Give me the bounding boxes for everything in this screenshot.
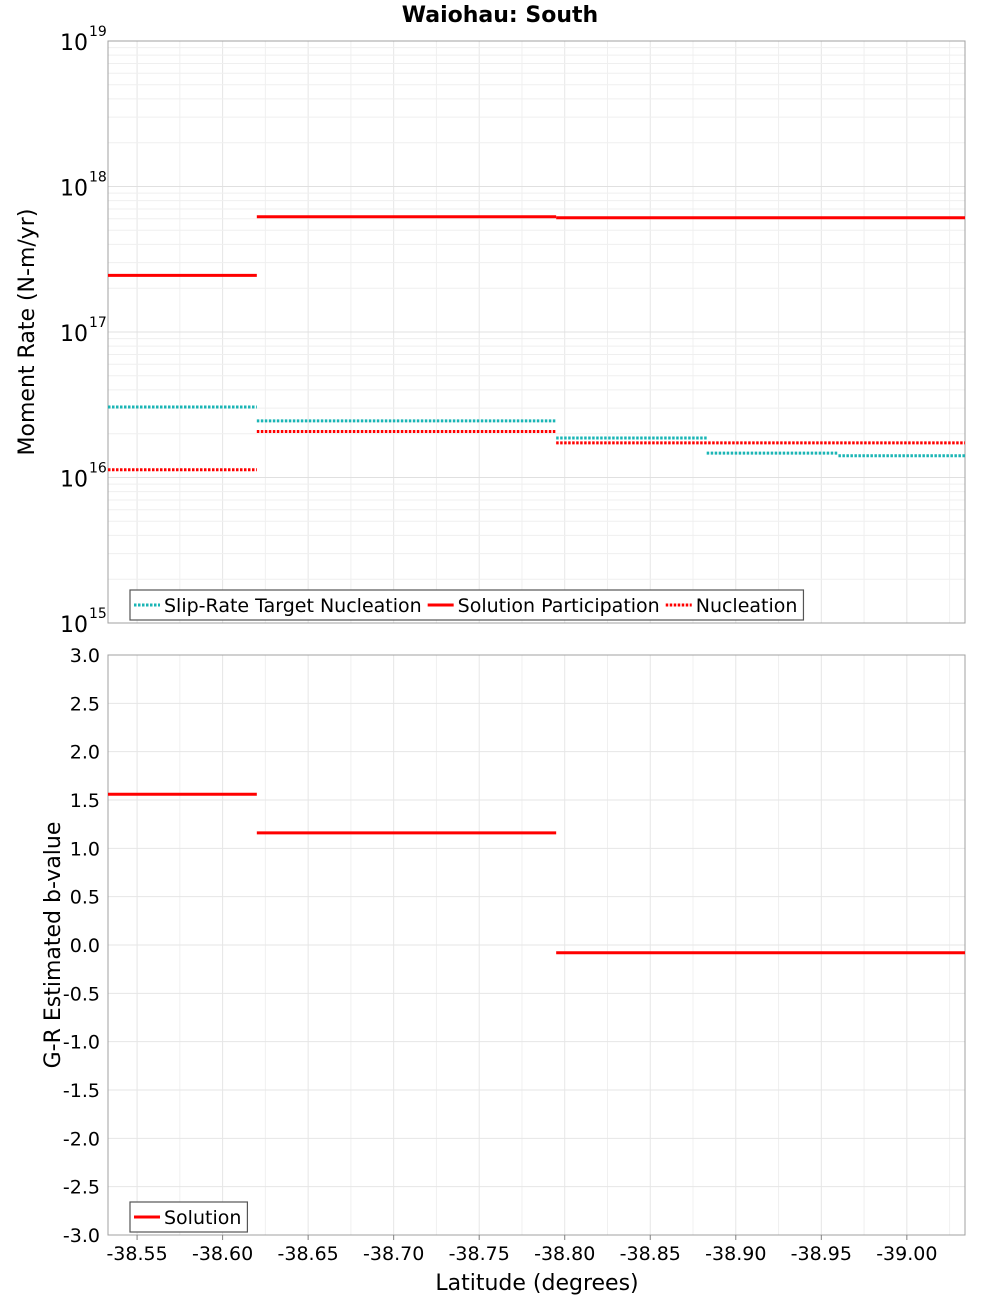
plot-frame xyxy=(107,654,966,1236)
y-tick-label: -1.5 xyxy=(63,1080,100,1102)
y-tick-label: 1.0 xyxy=(70,838,100,860)
y-tick-labels: 3.0 2.5 2.0 1.5 1.0 0.5 0.0 -0.5 -1.0 -1.5 -2.0 -2.… xyxy=(63,645,100,1247)
y-tick-label-exponent: 16 xyxy=(89,461,107,477)
grid xyxy=(108,654,965,1236)
series-solution-participation xyxy=(108,215,965,277)
panel-b-value: 3.0 2.5 2.0 1.5 1.0 0.5 0.0 -0.5 -1.0 -1.5 -2.0 -2.… xyxy=(41,645,966,1247)
y-tick-label-exponent: 15 xyxy=(89,606,107,622)
y-tick-label-exponent: 18 xyxy=(89,170,107,186)
y-tick-label-base: 10 xyxy=(60,31,88,56)
y-tick-label: -3.0 xyxy=(63,1225,100,1247)
y-tick-label: -2.0 xyxy=(63,1128,100,1150)
y-tick-label-base: 10 xyxy=(60,322,88,347)
x-axis-label: Latitude (degrees) xyxy=(435,1271,638,1296)
y-tick-label: -2.5 xyxy=(63,1177,100,1199)
x-tick-label: -38.75 xyxy=(449,1243,510,1265)
series-slip-rate-target-nucleation xyxy=(108,405,965,458)
chart-title: Waiohau: South xyxy=(402,3,598,28)
x-tick-label: -38.90 xyxy=(705,1243,766,1265)
plot-frame xyxy=(107,40,966,624)
x-tick-label: -38.65 xyxy=(278,1243,339,1265)
x-tick-label: -38.95 xyxy=(791,1243,852,1265)
y-tick-label: 2.5 xyxy=(70,693,100,715)
y-tick-label: 3.0 xyxy=(70,645,100,667)
x-tick-label: -39.00 xyxy=(876,1243,937,1265)
x-tick-label: -38.60 xyxy=(192,1243,253,1265)
y-tick-label-base: 10 xyxy=(60,613,88,638)
legend-label: Solution Participation xyxy=(458,595,660,617)
y-tick-label-exponent: 19 xyxy=(89,24,107,40)
x-tick-label: -38.55 xyxy=(106,1243,167,1265)
x-tick-label: -38.70 xyxy=(363,1243,424,1265)
legend: Solution xyxy=(129,1201,249,1233)
legend-label: Slip-Rate Target Nucleation xyxy=(164,595,422,617)
legend-label: Nucleation xyxy=(696,595,798,617)
legend-label: Solution xyxy=(164,1207,241,1229)
series-solution xyxy=(108,792,965,955)
y-tick-label: 2.0 xyxy=(70,742,100,764)
y-tick-label-base: 10 xyxy=(60,468,88,493)
y-tick-label: 0.0 xyxy=(70,935,100,957)
y-tick-label-exponent: 17 xyxy=(89,315,107,331)
series-nucleation xyxy=(108,430,965,472)
x-tick-label: -38.80 xyxy=(534,1243,595,1265)
legend: Slip-Rate Target Nucleation Solution Part… xyxy=(129,589,805,621)
y-tick-label: 1.5 xyxy=(70,790,100,812)
y-tick-label: 0.5 xyxy=(70,887,100,909)
y-axis-label: G-R Estimated b-value xyxy=(41,822,66,1069)
x-tick-label: -38.85 xyxy=(620,1243,681,1265)
y-tick-label-base: 10 xyxy=(60,177,88,202)
y-axis-label: Moment Rate (N-m/yr) xyxy=(15,209,40,456)
y-tick-label: -1.0 xyxy=(63,1032,100,1054)
y-tick-label: -0.5 xyxy=(63,983,100,1005)
x-axis: -38.55 -38.60 -38.65 -38.70 -38.75 -38.80 -38.… xyxy=(106,1235,937,1265)
